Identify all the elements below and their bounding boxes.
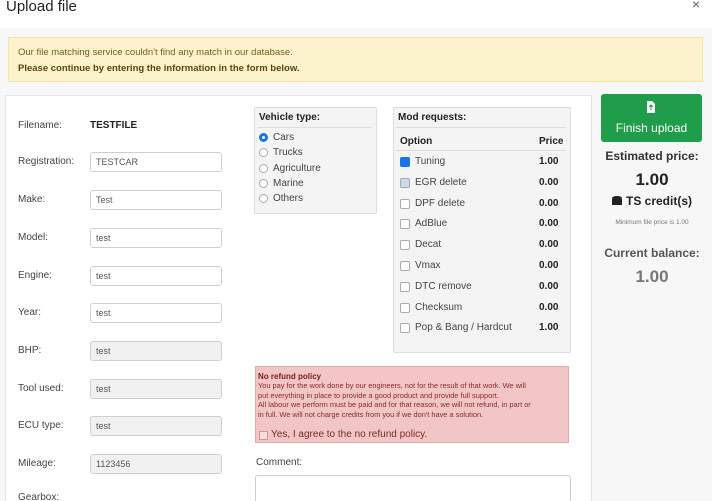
option-label: Decat (415, 239, 442, 251)
radio-label: Marine (273, 177, 304, 189)
alert-text: Please continue by entering the informat… (18, 63, 300, 74)
checkbox[interactable] (400, 281, 410, 292)
credits-label: TS credit(s) (626, 194, 693, 208)
refund-text: All labour we perform must be paid and f… (258, 400, 531, 409)
radio[interactable] (259, 148, 268, 158)
estimated-price: 1.00 (635, 170, 669, 189)
header-bar (0, 0, 712, 28)
checkbox[interactable] (400, 177, 410, 188)
radio-label: Others (273, 193, 304, 205)
field-label: Year: (18, 307, 41, 318)
radio-label: Cars (273, 132, 295, 143)
text-input[interactable]: test (90, 303, 222, 323)
radio-label: Agriculture (273, 162, 321, 174)
text-input[interactable]: test (90, 416, 222, 436)
summary-label: Estimated price: (605, 149, 699, 163)
field-label: ECU type: (18, 420, 64, 431)
text-input[interactable]: test (90, 341, 222, 361)
option-price: 1.00 (539, 322, 559, 334)
section-title: Vehicle type: (259, 112, 321, 123)
summary-label: Current balance: (604, 246, 700, 260)
checkbox[interactable] (400, 219, 410, 230)
option-price: 0.00 (539, 176, 559, 188)
field-label: Registration: (18, 156, 75, 167)
radio[interactable] (259, 133, 268, 142)
option-label: Vmax (415, 260, 441, 271)
coins-icon (612, 196, 622, 205)
checkbox[interactable] (400, 302, 410, 313)
option-price: 0.00 (539, 218, 559, 230)
refund-title: No refund policy (258, 372, 322, 381)
option-price: 1.00 (539, 156, 559, 167)
column-header: Price (539, 136, 564, 147)
field-label: Comment: (256, 457, 303, 468)
option-label: DTC remove (415, 280, 472, 292)
option-label: EGR delete (415, 176, 467, 188)
option-price: 0.00 (539, 239, 559, 251)
mod-requests-box (393, 107, 571, 353)
text-input[interactable]: TESTCAR (90, 152, 222, 172)
dialog-title: Upload file (6, 0, 77, 15)
alert-text: Our file matching service couldn't find … (18, 47, 293, 58)
vehicle-type-box (254, 107, 377, 214)
option-label: AdBlue (415, 218, 448, 230)
radio[interactable] (259, 163, 268, 173)
divider (396, 150, 566, 151)
refund-text: in full. We will not charge credits from… (258, 409, 484, 419)
radio[interactable] (259, 178, 268, 188)
option-price: 0.00 (539, 260, 559, 271)
option-label: Tuning (415, 156, 446, 167)
field-label: BHP: (18, 345, 42, 356)
comment-input[interactable] (255, 475, 571, 501)
checkbox[interactable] (400, 323, 410, 334)
divider (257, 127, 372, 128)
checkbox[interactable] (400, 261, 410, 271)
field-label: Make: (18, 194, 46, 205)
checkbox[interactable] (400, 240, 410, 251)
field-value: TESTFILE (90, 120, 138, 131)
field-label: Gearbox: (18, 492, 60, 501)
refund-box (255, 366, 569, 443)
radio-label: Trucks (273, 147, 303, 159)
upload-icon (647, 101, 655, 113)
text-input[interactable]: test (90, 379, 222, 399)
refund-text: put everything in place to provide a goo… (258, 390, 499, 400)
section-title: Mod requests: (398, 112, 467, 123)
radio[interactable] (259, 194, 268, 204)
column-header: Option (400, 136, 433, 147)
balance-value: 1.00 (635, 267, 669, 286)
checkbox[interactable] (259, 431, 268, 440)
field-label: Tool used: (18, 383, 64, 394)
field-label: Filename: (18, 120, 62, 131)
minimum-note: Minimum file price is 1.00 (615, 219, 689, 226)
close-button[interactable]: × (692, 0, 701, 12)
button-label[interactable]: Finish upload (615, 121, 688, 135)
alert (8, 37, 703, 82)
checkbox[interactable] (400, 157, 410, 167)
text-input[interactable]: Test (90, 190, 222, 210)
checkbox[interactable] (400, 198, 410, 209)
option-price: 0.00 (539, 280, 559, 292)
field-label: Mileage: (18, 458, 56, 469)
option-price: 0.00 (539, 301, 559, 313)
divider (396, 127, 566, 128)
text-input[interactable]: 1123456 (90, 454, 222, 474)
checkbox-label: Yes, I agree to the no refund policy. (271, 429, 428, 440)
option-price: 0.00 (539, 197, 559, 209)
option-label: Checksum (415, 301, 463, 313)
text-input[interactable]: test (90, 266, 222, 286)
text-input[interactable]: test (90, 228, 222, 248)
refund-text: You pay for the work done by our enginee… (258, 381, 526, 390)
field-label: Model: (18, 232, 49, 243)
option-label: Pop & Bang / Hardcut (415, 322, 512, 334)
option-label: DPF delete (415, 197, 466, 209)
field-label: Engine: (18, 270, 52, 281)
